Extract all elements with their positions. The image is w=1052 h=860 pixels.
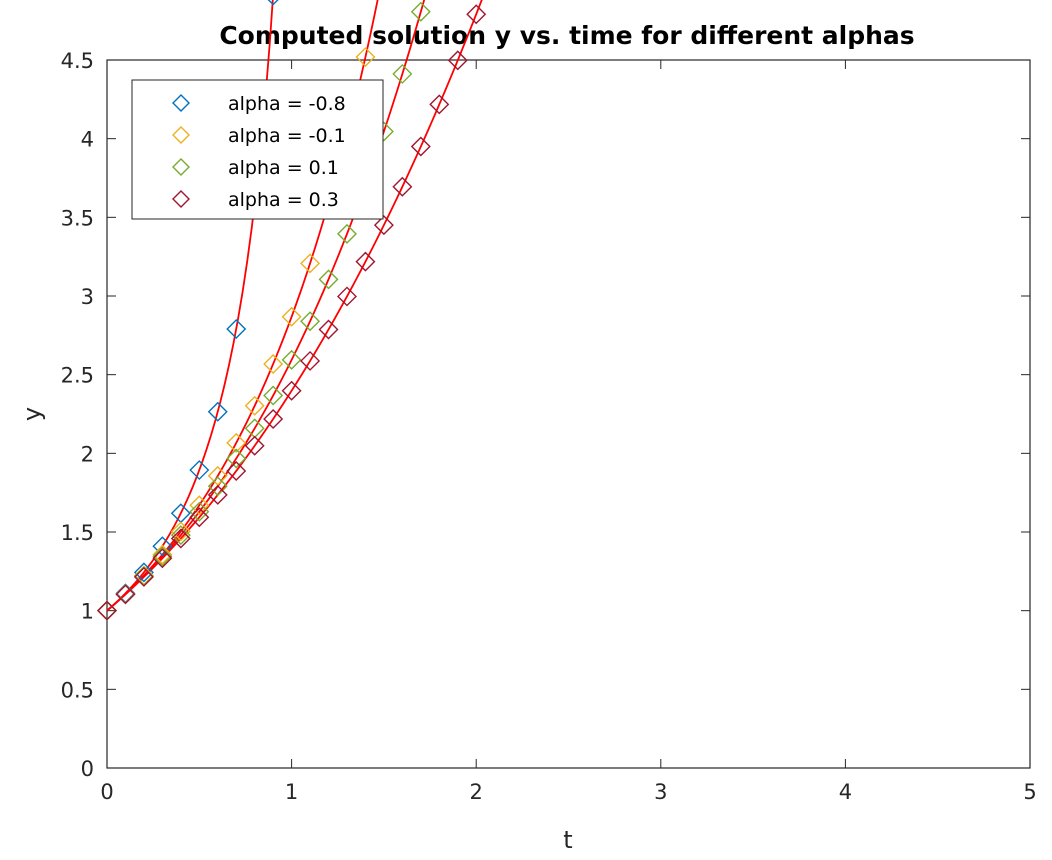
legend-marker — [172, 190, 190, 208]
data-point-marker — [392, 63, 413, 84]
legend-marker — [172, 94, 190, 112]
data-point-marker — [300, 253, 321, 274]
data-point-marker — [410, 136, 431, 157]
data-point-marker — [170, 525, 191, 546]
chart-title: Computed solution y vs. time for differe… — [219, 21, 914, 50]
data-point-marker — [466, 4, 487, 25]
legend-marker — [172, 126, 190, 144]
x-tick-label: 0 — [100, 780, 113, 804]
data-point-marker — [244, 435, 265, 456]
exact-solution-line — [106, 0, 483, 612]
data-point-marker — [226, 318, 247, 339]
data-point-marker — [207, 476, 228, 497]
data-point-marker — [281, 380, 302, 401]
x-tick-label: 4 — [839, 780, 852, 804]
data-point-marker — [226, 448, 247, 469]
data-point-marker — [152, 544, 173, 565]
data-point-marker — [97, 600, 117, 621]
data-point-marker — [355, 47, 376, 68]
data-point-marker — [115, 584, 136, 605]
data-point-marker — [152, 536, 173, 557]
x-axis-label: t — [563, 826, 572, 854]
y-tick-label: 0.5 — [61, 678, 94, 702]
data-point-marker — [447, 50, 468, 71]
data-point-marker — [392, 176, 413, 197]
data-point-marker — [133, 562, 154, 583]
data-point-marker — [189, 495, 210, 516]
data-point-marker — [133, 566, 154, 587]
y-tick-label: 0 — [81, 757, 94, 781]
y-tick-label: 1 — [81, 600, 94, 624]
y-tick-label: 4.5 — [61, 49, 94, 73]
data-point-marker — [355, 251, 376, 272]
data-point-marker — [410, 1, 431, 22]
legend-label: alpha = 0.3 — [228, 189, 339, 211]
legend-label: alpha = -0.8 — [228, 93, 346, 115]
data-point-marker — [373, 215, 394, 236]
data-point-marker — [300, 311, 321, 332]
computed-markers — [97, 0, 487, 621]
axis-ticks: 0 1 2 3 4 5 0 0.5 1 1.5 2 2.5 3 3.5 4 4.5 — [61, 49, 1037, 804]
data-point-marker — [336, 223, 357, 244]
x-tick-label: 2 — [470, 780, 483, 804]
y-tick-label: 2.5 — [61, 364, 94, 388]
x-tick-label: 5 — [1023, 780, 1036, 804]
legend-label: alpha = -0.1 — [228, 125, 346, 147]
data-point-marker — [170, 521, 191, 542]
x-tick-label: 1 — [285, 780, 298, 804]
data-point-marker — [207, 401, 228, 422]
legend: alpha = -0.8 alpha = -0.1 alpha = 0.1 alpha… — [131, 79, 384, 220]
y-tick-label: 4 — [81, 128, 94, 152]
y-tick-label: 2 — [81, 442, 94, 466]
y-tick-label: 3.5 — [61, 206, 94, 230]
data-point-marker — [263, 409, 284, 429]
data-point-marker — [281, 306, 302, 327]
data-point-marker — [263, 385, 284, 406]
y-axis-label: y — [18, 407, 46, 421]
legend-marker — [172, 158, 190, 176]
data-point-marker — [170, 528, 191, 549]
data-point-marker — [226, 432, 247, 453]
data-point-marker — [267, 0, 279, 6]
data-point-marker — [189, 501, 210, 522]
data-point-marker — [152, 546, 173, 567]
data-point-marker — [207, 484, 228, 505]
data-point-marker — [318, 319, 339, 340]
data-point-marker — [429, 94, 450, 115]
data-point-marker — [300, 350, 321, 371]
data-point-marker — [263, 353, 284, 374]
data-point-marker — [189, 507, 210, 528]
data-point-marker — [244, 395, 265, 416]
data-point-marker — [152, 548, 173, 569]
y-tick-label: 3 — [81, 285, 94, 309]
x-tick-label: 3 — [654, 780, 667, 804]
data-point-marker — [336, 286, 357, 307]
data-point-marker — [281, 349, 302, 370]
y-tick-label: 1.5 — [61, 521, 94, 545]
data-point-marker — [226, 460, 247, 481]
data-point-marker — [318, 269, 339, 290]
legend-label: alpha = 0.1 — [228, 157, 339, 179]
data-point-marker — [189, 460, 210, 481]
